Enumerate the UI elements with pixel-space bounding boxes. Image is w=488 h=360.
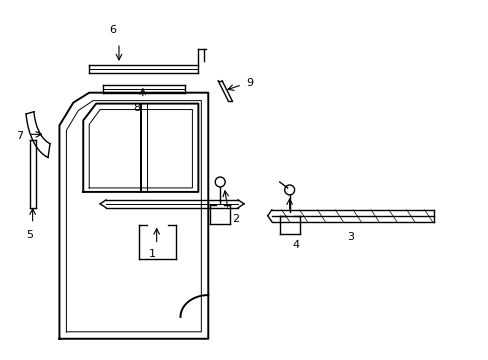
Text: 5: 5 <box>26 230 33 240</box>
Text: 8: 8 <box>133 103 140 113</box>
Text: 9: 9 <box>245 78 253 88</box>
Text: 7: 7 <box>17 131 24 141</box>
Text: 3: 3 <box>347 231 354 242</box>
Text: 2: 2 <box>232 214 239 224</box>
Text: 1: 1 <box>149 249 156 260</box>
Text: 6: 6 <box>109 25 116 35</box>
Text: 4: 4 <box>291 239 299 249</box>
